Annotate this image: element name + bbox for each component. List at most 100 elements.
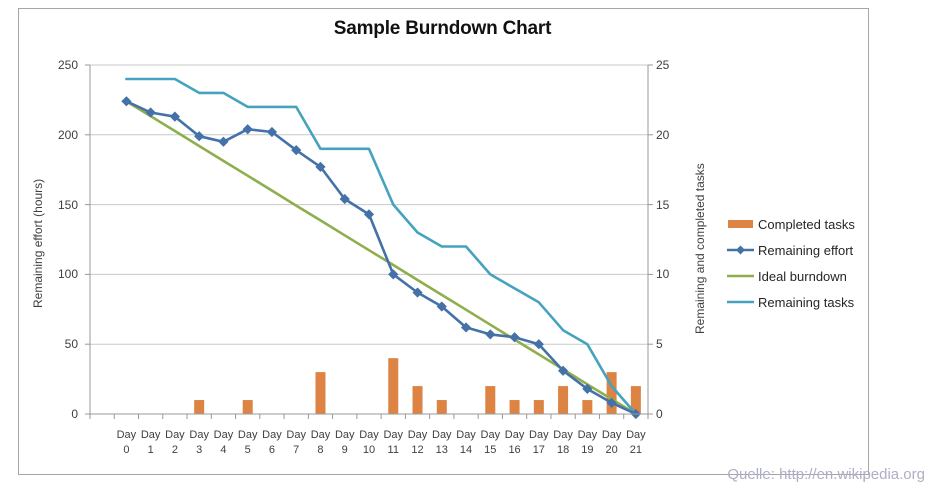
legend-item-completed-tasks: Completed tasks — [727, 211, 855, 237]
x-axis-label-line: Day — [432, 429, 452, 441]
marker-remaining-effort — [339, 193, 350, 205]
left-axis-tick-label: 50 — [64, 337, 78, 352]
x-axis-label-line: Day — [262, 429, 282, 441]
x-axis-label: Day 11 — [376, 428, 410, 458]
x-axis-label: Day 9 — [328, 428, 362, 458]
left-axis-tick-label: 250 — [57, 58, 78, 72]
left-axis-tick-label: 0 — [71, 407, 78, 421]
bar-completed-tasks — [436, 400, 447, 414]
right-axis-tick-label: 20 — [656, 127, 670, 142]
x-axis-label: Day 12 — [401, 428, 435, 458]
x-axis-label: Day 21 — [619, 428, 653, 458]
x-axis-label-line: Day — [601, 429, 622, 441]
x-axis-label-line: Day — [286, 429, 306, 441]
marker-remaining-effort — [533, 339, 544, 350]
x-axis-label-line: Day — [577, 429, 598, 441]
chart-title: Sample Burndown Chart — [333, 18, 552, 39]
x-axis-label-line: Day — [626, 429, 646, 441]
bar-completed-tasks — [509, 400, 520, 414]
x-axis-label-line: 4 — [220, 444, 227, 456]
x-axis-label-line: Day — [480, 429, 501, 441]
bar-completed-tasks — [388, 358, 399, 414]
x-axis-label: Day 4 — [206, 428, 240, 458]
x-axis-label: Day 3 — [182, 428, 216, 458]
x-axis-label-line: 17 — [532, 444, 545, 456]
marker-remaining-effort — [121, 96, 132, 107]
bar-completed-tasks — [533, 400, 544, 414]
marker-remaining-effort — [460, 322, 472, 333]
left-axis-tick-label: 100 — [57, 267, 78, 282]
x-axis-label: Day 16 — [498, 428, 532, 458]
x-axis-label: Day 13 — [425, 428, 459, 458]
x-axis-label-line: Day — [553, 429, 573, 441]
x-axis-label: Day 17 — [522, 428, 556, 458]
legend-item-remaining-effort: Remaining effort — [727, 237, 855, 263]
x-axis-label-line: Day — [383, 429, 404, 441]
x-axis-label-line: Day — [310, 429, 331, 441]
right-axis-tick-label: 0 — [656, 407, 663, 421]
chart-frame — [18, 8, 869, 475]
x-axis-label-line: 6 — [268, 444, 276, 456]
legend-swatch-line-icon — [727, 245, 754, 255]
bar-completed-tasks — [485, 386, 496, 414]
x-axis-label: Day 8 — [303, 428, 337, 458]
line-ideal-burndown — [125, 100, 638, 416]
legend-swatch-bar-icon — [728, 220, 753, 228]
x-axis-label-line: 3 — [196, 444, 203, 456]
x-axis-label: Day 1 — [134, 428, 168, 458]
bar-completed-tasks — [630, 386, 641, 414]
x-axis-label-line: Day — [116, 429, 137, 441]
x-axis-label-line: Day — [334, 429, 355, 441]
x-axis-label-line: Day — [529, 429, 549, 441]
line-remaining-effort — [125, 100, 638, 416]
x-axis-label-line: 8 — [317, 444, 324, 456]
x-axis-label: Day 15 — [473, 428, 507, 458]
x-axis-label: Day 0 — [109, 428, 143, 458]
legend-label: Completed tasks — [758, 216, 855, 232]
chart-legend: Completed tasks Remaining effort Ideal bur… — [727, 211, 855, 315]
marker-remaining-effort — [606, 397, 617, 408]
x-axis-label-line: 5 — [244, 444, 251, 456]
bar-completed-tasks — [582, 400, 593, 414]
bar-completed-tasks — [315, 372, 326, 414]
marker-remaining-effort — [194, 131, 205, 142]
legend-label: Remaining tasks — [758, 294, 855, 310]
left-axis-tick-label: 150 — [57, 197, 78, 212]
marker-remaining-effort — [412, 287, 423, 298]
x-axis-label-line: 20 — [605, 444, 618, 456]
x-axis-label-line: 7 — [293, 444, 300, 456]
bar-completed-tasks — [558, 386, 569, 414]
right-axis-tick-label: 15 — [656, 197, 670, 212]
x-axis-label-line: 1 — [147, 444, 154, 456]
x-axis-label-line: Day — [213, 429, 234, 441]
legend-item-ideal-burndown: Ideal burndown — [727, 263, 855, 289]
bar-completed-tasks — [606, 372, 617, 414]
x-axis-label: Day 5 — [231, 428, 265, 458]
legend-label: Remaining effort — [758, 242, 854, 258]
x-axis-label: Day 19 — [570, 428, 604, 458]
x-axis-label-line: 12 — [411, 444, 424, 456]
marker-remaining-effort — [242, 124, 253, 135]
x-axis-label-line: Day — [237, 429, 258, 441]
x-axis-label-line: 10 — [362, 444, 376, 456]
marker-remaining-effort — [436, 301, 447, 312]
x-axis-label: Day 14 — [449, 428, 483, 458]
marker-remaining-effort — [145, 107, 156, 118]
x-axis-label-line: Day — [140, 429, 161, 441]
x-axis-label: Day 7 — [279, 428, 313, 458]
left-axis-title: Remaining effort (hours) — [31, 178, 45, 308]
x-axis-label: Day 2 — [158, 428, 192, 458]
right-axis-tick-label: 5 — [656, 337, 663, 352]
x-axis-label: Day 6 — [255, 428, 289, 458]
x-axis-label-line: 15 — [484, 444, 497, 456]
x-axis-label-line: Day — [165, 429, 185, 441]
legend-label: Ideal burndown — [758, 268, 847, 284]
x-axis-label-line: 9 — [341, 444, 348, 456]
source-attribution: Quelle: http://en.wikipedia.org — [727, 466, 925, 483]
x-axis-label-line: 19 — [581, 444, 594, 456]
marker-remaining-effort — [218, 136, 229, 147]
x-axis-label-line: Day — [189, 429, 209, 441]
marker-remaining-effort — [582, 383, 593, 394]
legend-swatch-line-icon — [727, 274, 754, 278]
